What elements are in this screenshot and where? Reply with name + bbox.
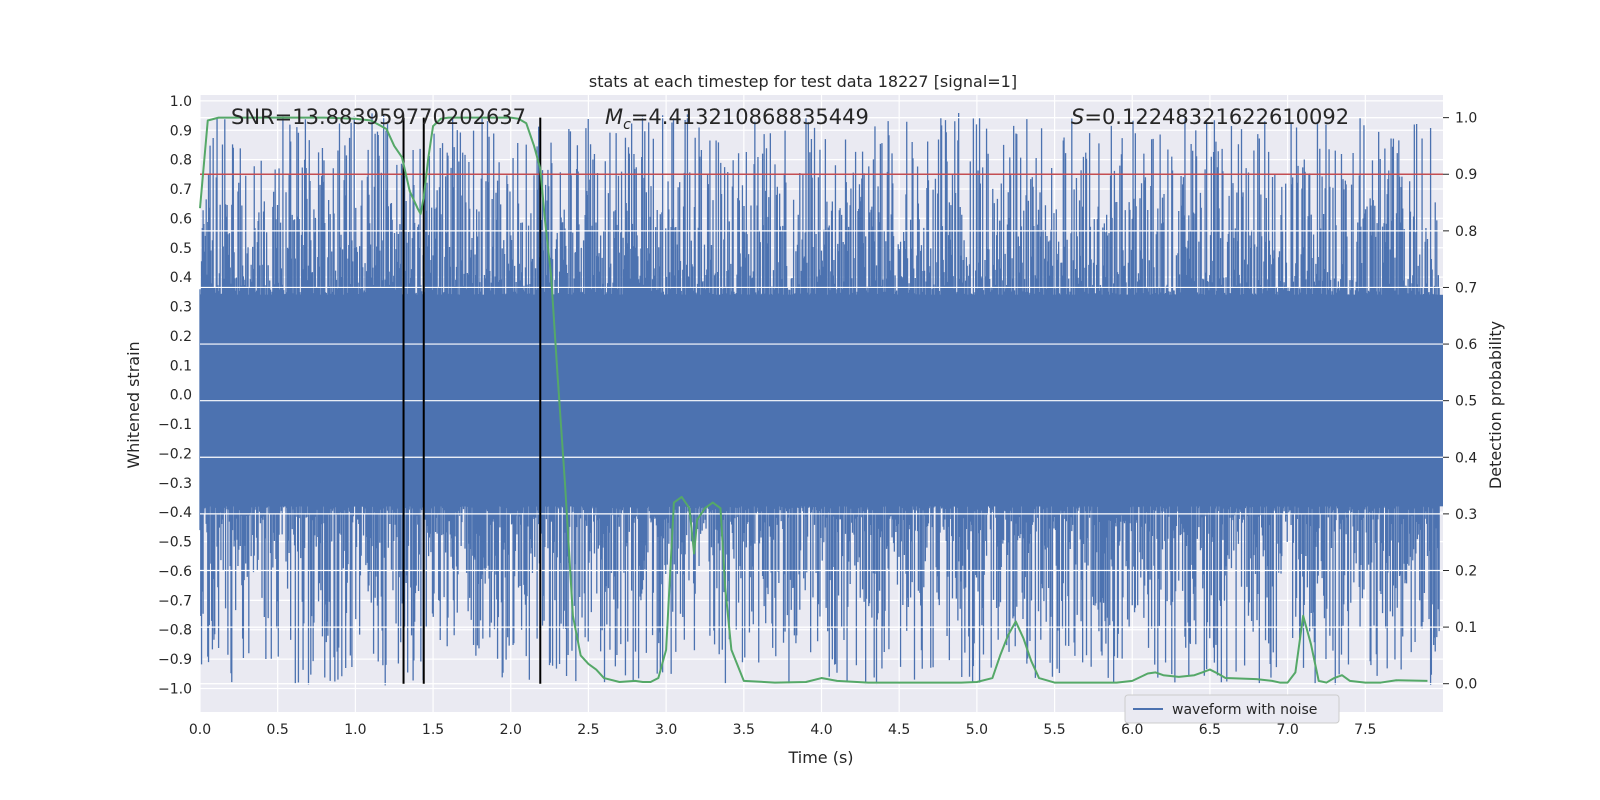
chirp-mass-annotation: Mc=4.413210868835449 — [605, 105, 869, 133]
s-symbol: S — [1071, 105, 1084, 129]
x-tick-label: 6.0 — [1121, 722, 1143, 738]
x-tick-label: 1.0 — [344, 722, 366, 738]
vertical-marker-lines — [402, 117, 542, 684]
legend-box — [1124, 694, 1340, 724]
y-right-tick-label: 0.9 — [1455, 167, 1477, 183]
x-axis-ticks: 0.0 0.5 1.0 1.5 2.0 2.5 3.0 3.5 4.0 4.5 5.0 5.5 6.0 6… — [189, 722, 1377, 738]
y-left-tick-label: 0.2 — [170, 329, 192, 345]
s-value: =0.12248321622610092 — [1084, 105, 1349, 129]
y-left-tick-label: 0.4 — [170, 270, 192, 286]
chirp-mass-subscript: c — [623, 117, 631, 133]
y-left-tick-label: −0.2 — [158, 446, 192, 462]
detection-probability-series — [199, 116, 1428, 684]
y-right-tick-label: 0.8 — [1455, 224, 1477, 240]
y-right-tick-label: 0.5 — [1455, 394, 1477, 410]
x-tick-label: 4.0 — [810, 722, 832, 738]
x-tick-label: 7.0 — [1276, 722, 1298, 738]
x-tick-label: 0.5 — [267, 722, 289, 738]
legend: waveform with noise — [1124, 694, 1340, 724]
threshold-line-group — [200, 117, 1443, 685]
y-left-tick-label: 1.0 — [170, 94, 192, 110]
y-axis-right-ticks: 1.0 0.9 0.8 0.7 0.6 0.5 0.4 0.3 0.2 0.1 0.0 — [1443, 111, 1477, 693]
chirp-mass-symbol: M — [605, 105, 623, 129]
y-right-tick-label: 0.4 — [1455, 450, 1477, 466]
y-axis-right-label: Detection probability — [1486, 321, 1505, 489]
y-right-tick-label: 0.6 — [1455, 337, 1477, 353]
x-tick-label: 6.5 — [1199, 722, 1221, 738]
y-left-tick-label: −0.3 — [158, 476, 192, 492]
y-left-tick-label: −0.9 — [158, 652, 192, 668]
x-tick-label: 3.5 — [733, 722, 755, 738]
chart-title: stats at each timestep for test data 182… — [589, 72, 1017, 91]
x-tick-label: 1.5 — [422, 722, 444, 738]
y-left-tick-label: 0.5 — [170, 241, 192, 257]
detection-probability-line — [199, 116, 1428, 684]
y-left-tick-label: −1.0 — [158, 681, 192, 697]
y-right-tick-label: 1.0 — [1455, 111, 1477, 127]
y-axis-left-ticks: 1.0 0.9 0.8 0.7 0.6 0.5 0.4 0.3 0.2 0.1 0.0 −0.1 −0.… — [158, 94, 192, 698]
y-right-tick-label: 0.2 — [1455, 563, 1477, 579]
y-left-tick-label: 0.0 — [170, 388, 192, 404]
x-tick-label: 3.0 — [655, 722, 677, 738]
snr-annotation: SNR=13.883959770202637 — [231, 105, 526, 129]
y-right-tick-label: 0.0 — [1455, 677, 1477, 693]
x-tick-label: 5.5 — [1043, 722, 1065, 738]
y-left-tick-label: 0.6 — [170, 211, 192, 227]
y-left-tick-label: −0.7 — [158, 593, 192, 609]
y-left-tick-label: 0.8 — [170, 153, 192, 169]
y-left-tick-label: 0.7 — [170, 182, 192, 198]
y-left-tick-label: −0.6 — [158, 564, 192, 580]
y-right-tick-label: 0.3 — [1455, 507, 1477, 523]
legend-label: waveform with noise — [1172, 702, 1317, 718]
y-left-tick-label: −0.8 — [158, 623, 192, 639]
x-tick-label: 4.5 — [888, 722, 910, 738]
x-tick-label: 2.0 — [500, 722, 522, 738]
y-right-tick-label: 0.7 — [1455, 280, 1477, 296]
y-left-tick-label: 0.1 — [170, 358, 192, 374]
chirp-mass-value: =4.413210868835449 — [631, 105, 869, 129]
y-left-tick-label: 0.9 — [170, 123, 192, 139]
s-annotation: S=0.12248321622610092 — [1071, 105, 1349, 129]
y-left-tick-label: −0.5 — [158, 535, 192, 551]
x-axis-label: Time (s) — [787, 748, 853, 767]
y-axis-left-label: Whitened strain — [124, 341, 143, 468]
y-left-tick-label: −0.4 — [158, 505, 192, 521]
y-right-tick-label: 0.1 — [1455, 620, 1477, 636]
x-tick-label: 7.5 — [1354, 722, 1376, 738]
x-tick-label: 2.5 — [577, 722, 599, 738]
y-left-tick-label: −0.1 — [158, 417, 192, 433]
x-tick-label: 5.0 — [966, 722, 988, 738]
x-tick-label: 0.0 — [189, 722, 211, 738]
y-left-tick-label: 0.3 — [170, 300, 192, 316]
